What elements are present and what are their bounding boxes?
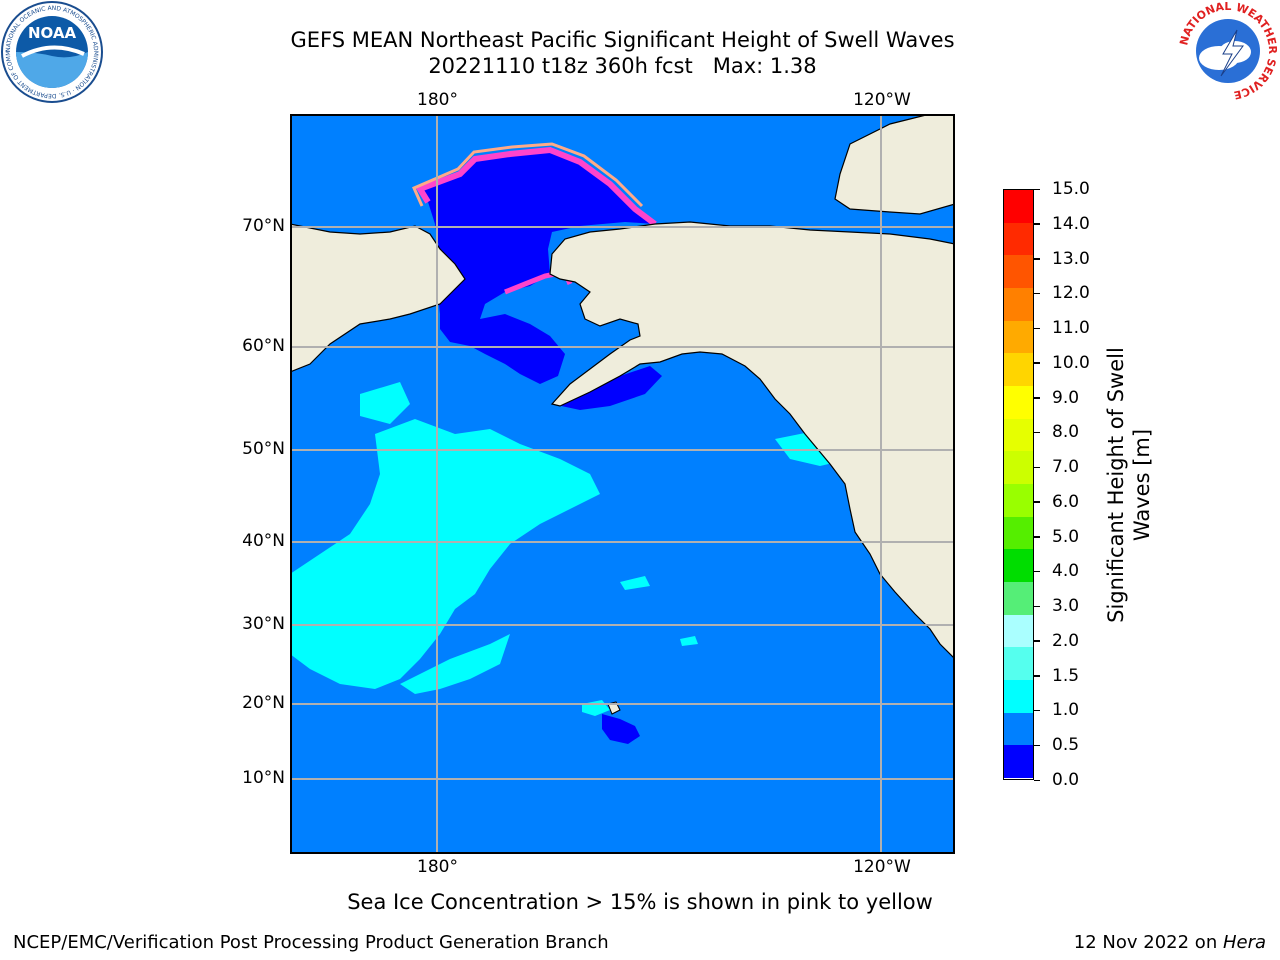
colorbar-ticks: 15.0 14.0 13.0 12.0 11.0 10.0 9.0 8.0 7.0 6.0 5.0 4… <box>1034 0 1104 960</box>
colorbar-tick-mark <box>1034 327 1040 330</box>
nws-logo: NATIONAL WEATHER SERVICE <box>1177 0 1279 102</box>
lat-label-10n: 10°N <box>242 768 285 788</box>
swell-patch-central <box>290 419 600 689</box>
footer-left: NCEP/EMC/Verification Post Processing Pr… <box>13 932 609 953</box>
colorbar-tick-mark <box>1034 675 1040 677</box>
colorbar-tick-label: 11.0 <box>1052 318 1090 339</box>
low-swell-aleutians <box>552 366 662 410</box>
lat-label-40n: 40°N <box>242 531 285 551</box>
footer-right: 12 Nov 2022 on Hera <box>1074 932 1266 953</box>
colorbar-tick-mark <box>1034 223 1040 225</box>
colorbar-tick-label: 6.0 <box>1052 491 1080 512</box>
noaa-logo: NATIONAL OCEANIC AND ATMOSPHERIC ADMINIS… <box>0 0 103 103</box>
low-swell-hawaii <box>602 714 640 744</box>
colorbar-segment <box>1004 516 1033 550</box>
lon-label-180-top: 180° <box>417 90 458 110</box>
colorbar-segment <box>1004 745 1033 779</box>
colorbar <box>1003 189 1034 780</box>
colorbar-tick-mark <box>1034 779 1040 781</box>
colorbar-tick-mark <box>1034 466 1040 469</box>
land-north-america <box>549 221 955 660</box>
colorbar-tick-mark <box>1034 744 1040 747</box>
colorbar-tick-label: 12.0 <box>1052 283 1090 304</box>
sea-ice-edge <box>415 146 657 227</box>
colorbar-segment <box>1004 647 1033 681</box>
colorbar-tick-mark <box>1034 292 1040 295</box>
colorbar-segment <box>1004 680 1033 714</box>
colorbar-segment <box>1004 222 1033 256</box>
lat-label-70n: 70°N <box>242 216 285 236</box>
map-panel <box>290 114 955 854</box>
sea-ice-caption: Sea Ice Concentration > 15% is shown in … <box>347 890 933 914</box>
colorbar-tick-mark <box>1034 188 1040 190</box>
colorbar-tick-label: 13.0 <box>1052 248 1090 269</box>
colorbar-tick-mark <box>1034 362 1040 364</box>
colorbar-tick-mark <box>1034 536 1040 538</box>
colorbar-segment <box>1004 386 1033 420</box>
colorbar-tick-label: 14.0 <box>1052 213 1090 234</box>
swell-patch-south <box>400 634 510 694</box>
colorbar-segment <box>1004 190 1033 224</box>
colorbar-tick-mark <box>1034 605 1040 608</box>
land-siberia <box>290 223 466 373</box>
colorbar-segment <box>1004 320 1033 354</box>
lon-label-180-bottom: 180° <box>417 857 458 877</box>
colorbar-tick-label: 15.0 <box>1052 179 1090 199</box>
lat-label-50n: 50°N <box>242 439 285 459</box>
noaa-wordmark: NOAA <box>28 24 77 42</box>
colorbar-tick-label: 4.0 <box>1052 561 1080 582</box>
lat-label-30n: 30°N <box>242 614 285 634</box>
colorbar-segment <box>1004 451 1033 485</box>
colorbar-tick-mark <box>1034 570 1040 573</box>
colorbar-tick-mark <box>1034 431 1040 434</box>
colorbar-tick-mark <box>1034 501 1040 503</box>
lat-label-60n: 60°N <box>242 336 285 356</box>
colorbar-segment <box>1004 549 1033 583</box>
lon-label-120w-top: 120°W <box>853 90 911 110</box>
colorbar-tick-label: 9.0 <box>1052 387 1080 408</box>
colorbar-tick-mark <box>1034 640 1040 642</box>
footer-date: 12 Nov 2022 on <box>1073 932 1223 953</box>
colorbar-tick-label: 7.0 <box>1052 457 1080 478</box>
colorbar-tick-mark <box>1034 258 1040 260</box>
land-arctic-islands <box>834 114 955 215</box>
colorbar-tick-label: 2.0 <box>1052 630 1080 651</box>
colorbar-tick-label: 8.0 <box>1052 422 1080 443</box>
colorbar-tick-label: 3.0 <box>1052 596 1080 617</box>
graticule <box>290 114 955 854</box>
colorbar-segment <box>1004 418 1033 452</box>
footer-machine: Hera <box>1222 932 1266 953</box>
colorbar-segment <box>1004 255 1033 289</box>
colorbar-tick-mark <box>1034 397 1040 399</box>
colorbar-tick-mark <box>1034 709 1040 712</box>
colorbar-tick-label: 1.0 <box>1052 700 1080 721</box>
chart-subtitle: 20221110 t18z 360h fcst Max: 1.38 <box>428 54 817 78</box>
colorbar-segment <box>1004 484 1033 518</box>
colorbar-segment <box>1004 614 1033 648</box>
chart-title: GEFS MEAN Northeast Pacific Significant … <box>290 28 955 52</box>
colorbar-tick-label: 0.5 <box>1052 735 1080 756</box>
colorbar-label: Significant Height of Swell Waves [m] <box>1104 347 1154 623</box>
low-swell-arctic <box>420 150 655 324</box>
low-swell-bering <box>440 314 565 384</box>
lon-label-120w-bottom: 120°W <box>853 857 911 877</box>
colorbar-segment <box>1004 353 1033 387</box>
colorbar-tick-label: 0.0 <box>1052 770 1080 790</box>
lat-label-20n: 20°N <box>242 693 285 713</box>
colorbar-segment <box>1004 712 1033 746</box>
swell-patch-west <box>360 382 410 424</box>
colorbar-segment <box>1004 288 1033 322</box>
colorbar-tick-label: 1.5 <box>1052 665 1080 686</box>
colorbar-tick-label: 10.0 <box>1052 352 1090 373</box>
colorbar-tick-label: 5.0 <box>1052 526 1080 547</box>
colorbar-segment <box>1004 582 1033 616</box>
